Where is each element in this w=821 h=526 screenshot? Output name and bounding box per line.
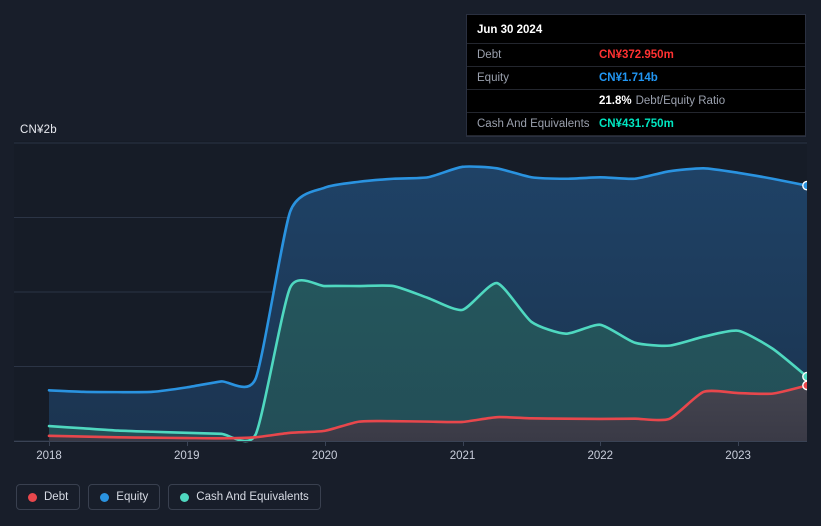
tooltip-row-debt: Debt CN¥372.950m bbox=[467, 43, 805, 66]
x-axis-label-2019: 2019 bbox=[174, 450, 200, 462]
x-axis-label-2023: 2023 bbox=[725, 450, 751, 462]
tooltip-row-cash: Cash And Equivalents CN¥431.750m bbox=[467, 112, 805, 136]
x-axis-tick-2020 bbox=[324, 441, 326, 446]
line-equity bbox=[47, 165, 807, 394]
endpoint-markers bbox=[802, 180, 807, 391]
tooltip-ratio-value: 21.8% bbox=[599, 95, 632, 107]
tooltip-debt-label: Debt bbox=[477, 49, 502, 61]
y-axis-top-label: CN¥2b bbox=[20, 124, 57, 136]
x-axis-tick-2022 bbox=[600, 441, 602, 446]
legend-item-equity[interactable]: Equity bbox=[88, 484, 161, 510]
endpoint-marker-debt[interactable] bbox=[802, 380, 807, 391]
chart-plot-area[interactable] bbox=[14, 141, 807, 443]
chart-canvas[interactable] bbox=[14, 141, 807, 443]
x-axis-label-2018: 2018 bbox=[36, 450, 62, 462]
tooltip-cash-value: CN¥431.750m bbox=[599, 118, 674, 130]
legend-label: Cash And Equivalents bbox=[196, 491, 309, 503]
endpoint-marker-equity[interactable] bbox=[802, 180, 807, 191]
x-axis-label-2021: 2021 bbox=[449, 450, 476, 462]
x-axis-tick-2018 bbox=[49, 441, 50, 446]
x-axis-label-2022: 2022 bbox=[587, 450, 614, 462]
chart-legend: Debt Equity Cash And Equivalents bbox=[16, 484, 321, 510]
area-debt bbox=[49, 385, 807, 441]
tooltip-row-equity: Equity CN¥1.714b bbox=[467, 66, 805, 89]
tooltip-row-ratio: 21.8% Debt/Equity Ratio bbox=[467, 89, 805, 112]
x-axis-label-2020: 2020 bbox=[311, 450, 338, 462]
tooltip-equity-label: Equity bbox=[477, 72, 509, 84]
legend-dot-icon bbox=[100, 492, 110, 502]
area-cash-and-equivalents bbox=[49, 280, 807, 442]
legend-dot-icon bbox=[28, 492, 37, 502]
tooltip-cash-label: Cash And Equivalents bbox=[477, 118, 590, 130]
legend-label: Debt bbox=[44, 491, 69, 503]
x-axis-rule bbox=[14, 441, 807, 442]
x-axis-tick-2023 bbox=[738, 441, 740, 446]
line-cash-and-equivalents bbox=[47, 278, 807, 443]
tooltip-equity-value: CN¥1.714b bbox=[599, 72, 658, 84]
legend-item-cash[interactable]: Cash And Equivalents bbox=[168, 484, 321, 510]
tooltip-debt-value: CN¥372.950m bbox=[599, 49, 674, 61]
x-axis: 2018201920202021202220232024 bbox=[14, 441, 807, 471]
endpoint-marker-cash-and-equivalents[interactable] bbox=[802, 371, 807, 382]
x-axis-tick-2021 bbox=[462, 441, 464, 446]
line-debt bbox=[47, 384, 807, 440]
chart-tooltip: Jun 30 2024 Debt CN¥372.950m Equity CN¥1… bbox=[466, 14, 806, 137]
tooltip-date: Jun 30 2024 bbox=[477, 24, 543, 36]
legend-dot-icon bbox=[180, 492, 190, 502]
x-axis-tick-2019 bbox=[186, 441, 188, 446]
series-layer bbox=[47, 165, 807, 443]
legend-item-debt[interactable]: Debt bbox=[16, 484, 81, 510]
legend-label: Equity bbox=[116, 491, 149, 503]
tooltip-ratio-label: Debt/Equity Ratio bbox=[635, 95, 726, 107]
